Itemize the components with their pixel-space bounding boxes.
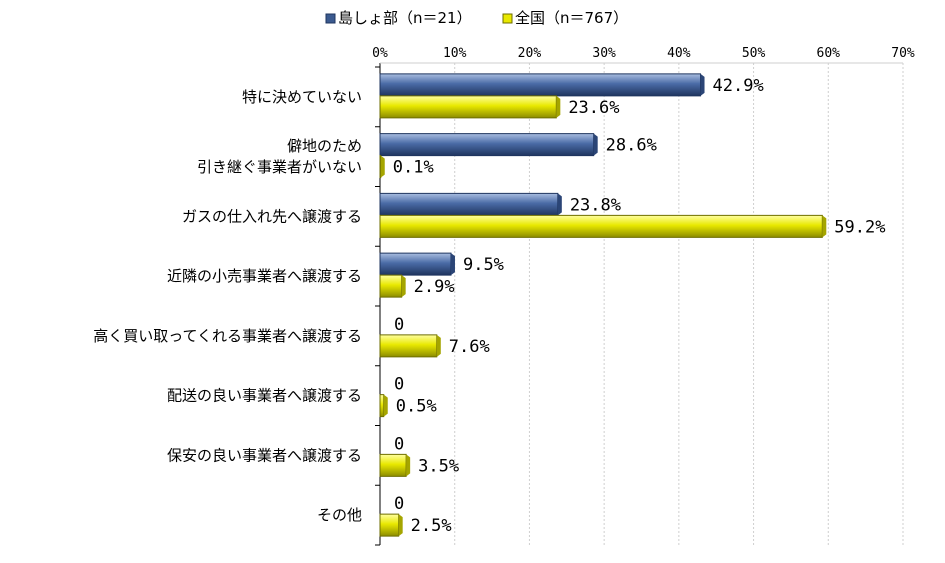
legend-swatch bbox=[502, 13, 513, 24]
bar-endcap bbox=[557, 193, 562, 216]
bar-endcap bbox=[380, 155, 385, 178]
legend-item-1: 全国（n＝767） bbox=[502, 9, 628, 27]
bar-national bbox=[379, 274, 403, 298]
value-label: 23.8% bbox=[570, 195, 621, 215]
value-label: 0 bbox=[394, 315, 404, 335]
category-label: 高く買い取ってくれる事業者へ譲渡する bbox=[93, 327, 362, 345]
bar-national bbox=[379, 95, 557, 119]
legend-item-0: 島しょ部（n＝21） bbox=[325, 9, 472, 27]
value-label: 23.6% bbox=[568, 98, 619, 118]
category-label: 配送の良い事業者へ譲渡する bbox=[167, 387, 362, 405]
bar-islands bbox=[379, 73, 702, 97]
category-label: 特に決めていない bbox=[242, 88, 362, 106]
x-tick-label: 30% bbox=[592, 46, 616, 61]
value-label: 0.5% bbox=[396, 397, 437, 417]
bar-national bbox=[379, 513, 400, 537]
bar-endcap bbox=[822, 215, 827, 238]
bar-endcap bbox=[406, 454, 411, 477]
category-label: 引き継ぐ事業者がいない bbox=[197, 158, 362, 176]
value-label: 9.5% bbox=[463, 255, 504, 275]
bar-endcap bbox=[401, 275, 406, 298]
legend: 島しょ部（n＝21） 全国（n＝767） bbox=[325, 9, 628, 27]
bar-national bbox=[379, 155, 382, 179]
bar-endcap bbox=[700, 73, 705, 96]
x-tick-label: 20% bbox=[518, 46, 542, 61]
bar-national bbox=[379, 214, 823, 238]
bar-islands bbox=[379, 252, 452, 276]
value-label: 2.9% bbox=[414, 277, 455, 297]
x-tick-label: 60% bbox=[817, 46, 841, 61]
bar-national bbox=[379, 394, 385, 418]
value-labels: 42.9% 23.6% 28.6% 0.1% 23.8% 59.2% 9.5% 2.9% 0 7.… bbox=[393, 76, 886, 536]
legend-swatch bbox=[325, 13, 336, 24]
bar-national bbox=[379, 334, 438, 358]
value-label: 0 bbox=[394, 494, 404, 514]
category-label: ガスの仕入れ先へ譲渡する bbox=[182, 207, 362, 225]
x-tick-label: 0% bbox=[372, 46, 388, 61]
bars bbox=[379, 73, 827, 537]
legend-label: 島しょ部（n＝21） bbox=[338, 9, 472, 27]
bar-endcap bbox=[398, 514, 403, 537]
category-label: 僻地のため bbox=[287, 137, 362, 155]
value-label: 42.9% bbox=[713, 76, 764, 96]
x-tick-label: 40% bbox=[667, 46, 691, 61]
category-label: その他 bbox=[317, 506, 362, 524]
x-tick-label: 70% bbox=[891, 46, 915, 61]
x-tick-label: 50% bbox=[742, 46, 766, 61]
value-label: 28.6% bbox=[606, 136, 657, 156]
bar-endcap bbox=[593, 133, 598, 156]
bar-islands bbox=[379, 192, 559, 216]
value-label: 0 bbox=[394, 375, 404, 395]
value-label: 7.6% bbox=[449, 337, 490, 357]
category-label: 近隣の小売事業者へ譲渡する bbox=[167, 267, 362, 285]
bar-endcap bbox=[383, 394, 388, 417]
value-label: 59.2% bbox=[834, 217, 885, 237]
bar-endcap bbox=[436, 334, 441, 357]
category-label: 保安の良い事業者へ譲渡する bbox=[167, 446, 362, 464]
value-label: 3.5% bbox=[418, 456, 459, 476]
legend-label: 全国（n＝767） bbox=[515, 9, 628, 27]
x-tick-label: 10% bbox=[443, 46, 467, 61]
value-label: 2.5% bbox=[411, 516, 452, 536]
bar-endcap bbox=[556, 95, 561, 118]
bar-national bbox=[379, 453, 407, 477]
x-axis-ticks: 0% 10% 20% 30% 40% 50% 60% 70% bbox=[372, 46, 915, 61]
value-label: 0.1% bbox=[393, 158, 434, 178]
bar-endcap bbox=[450, 253, 455, 276]
value-label: 0 bbox=[394, 434, 404, 454]
category-labels: 特に決めていない僻地のため引き継ぐ事業者がいないガスの仕入れ先へ譲渡する近隣の小… bbox=[93, 88, 362, 524]
bar-islands bbox=[379, 133, 595, 157]
